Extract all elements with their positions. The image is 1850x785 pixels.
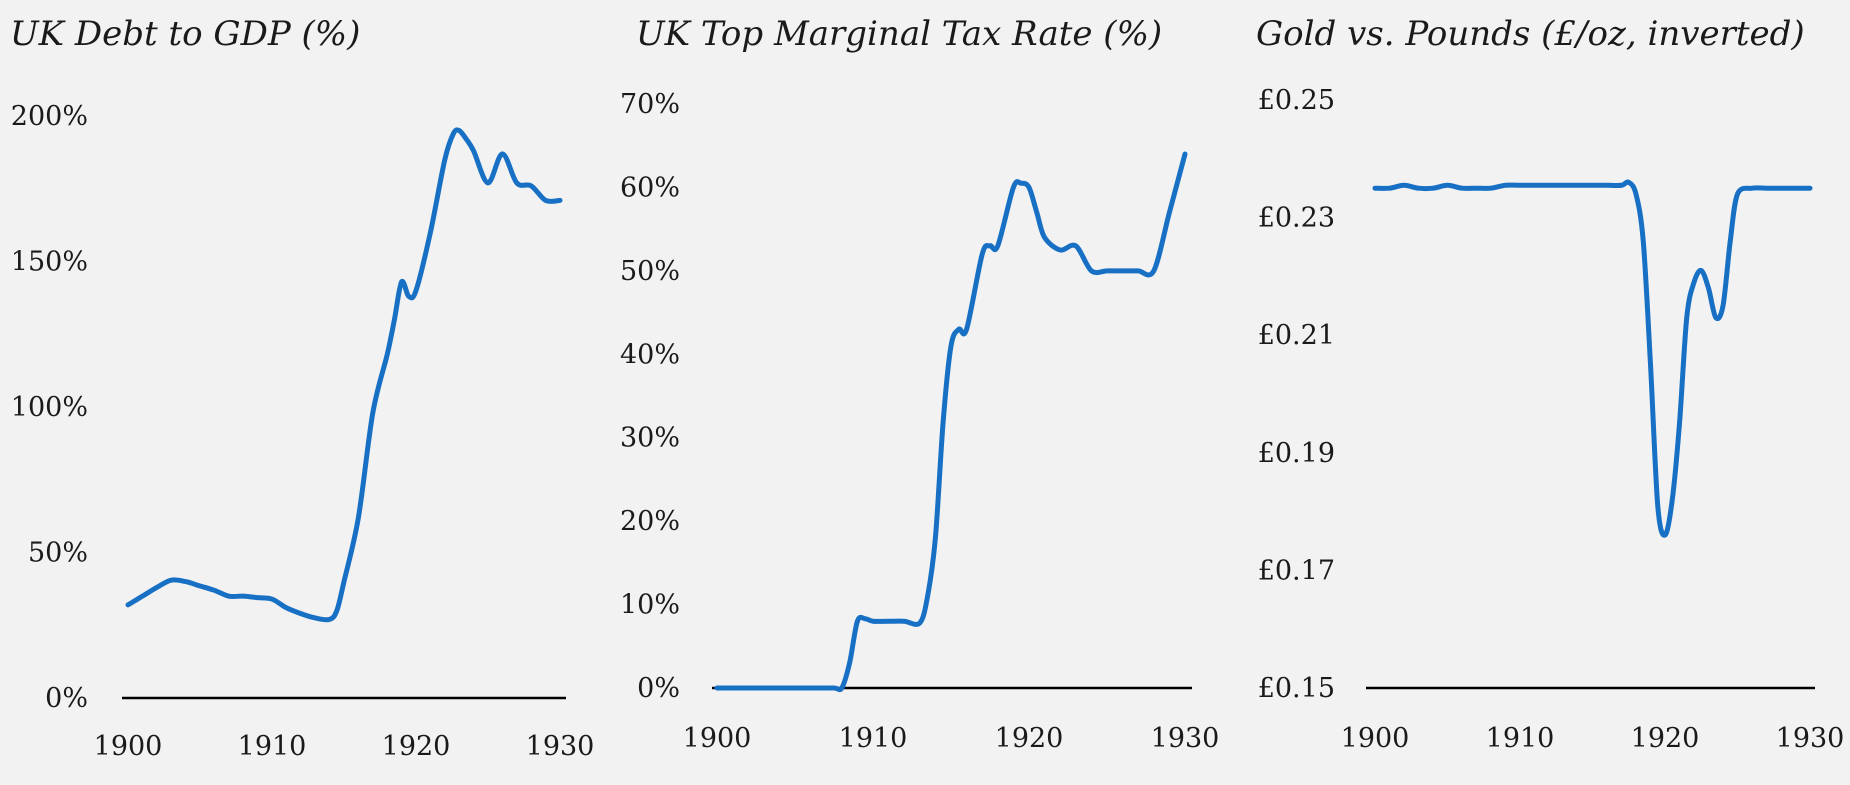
y-tick-label: 100% <box>11 392 88 423</box>
x-tick-label: 1930 <box>1776 723 1845 754</box>
x-tick-label: 1910 <box>238 731 307 762</box>
y-tick-label: £0.21 <box>1258 320 1335 351</box>
y-tick-label: 20% <box>620 506 680 537</box>
y-tick-label: 150% <box>11 247 88 278</box>
y-tick-label: 50% <box>28 538 88 569</box>
chart-top-marginal-tax-rate: UK Top Marginal Tax Rate (%) 0% 10% 20% 30%… <box>620 14 1219 754</box>
y-tick-label: 0% <box>45 683 88 714</box>
x-tick-label: 1900 <box>1341 723 1410 754</box>
y-tick-label: 10% <box>620 590 680 621</box>
x-tick-label: 1910 <box>839 723 908 754</box>
chart-gold-vs-pounds: Gold vs. Pounds (£/oz, inverted) £0.15 £0… <box>1256 14 1844 754</box>
x-tick-label: 1920 <box>1631 723 1700 754</box>
y-tick-label: 0% <box>637 673 680 704</box>
chart-title: UK Top Marginal Tax Rate (%) <box>636 14 1162 54</box>
y-tick-label: £0.17 <box>1258 555 1335 586</box>
y-tick-label: £0.25 <box>1258 85 1335 116</box>
y-tick-label: £0.15 <box>1258 673 1335 704</box>
x-tick-label: 1930 <box>526 731 595 762</box>
y-tick-label: 200% <box>11 101 88 132</box>
y-tick-label: £0.19 <box>1258 438 1335 469</box>
y-tick-label: 50% <box>620 256 680 287</box>
y-tick-label: 60% <box>620 172 680 203</box>
x-tick-label: 1900 <box>94 731 163 762</box>
x-tick-label: 1930 <box>1151 723 1220 754</box>
series-line <box>1372 179 1813 538</box>
x-tick-label: 1920 <box>995 723 1064 754</box>
x-tick-label: 1900 <box>683 723 752 754</box>
y-tick-label: £0.23 <box>1258 203 1335 234</box>
series-line <box>125 127 563 623</box>
y-tick-label: 70% <box>620 89 680 120</box>
y-tick-label: 40% <box>620 339 680 370</box>
series-line <box>714 151 1188 693</box>
chart-title: Gold vs. Pounds (£/oz, inverted) <box>1256 14 1805 54</box>
x-tick-label: 1920 <box>382 731 451 762</box>
chart-title: UK Debt to GDP (%) <box>10 14 360 54</box>
x-tick-label: 1910 <box>1486 723 1555 754</box>
y-tick-label: 30% <box>620 423 680 454</box>
chart-debt-to-gdp: UK Debt to GDP (%) 0% 50% 100% 150% 200% 190… <box>10 14 594 762</box>
